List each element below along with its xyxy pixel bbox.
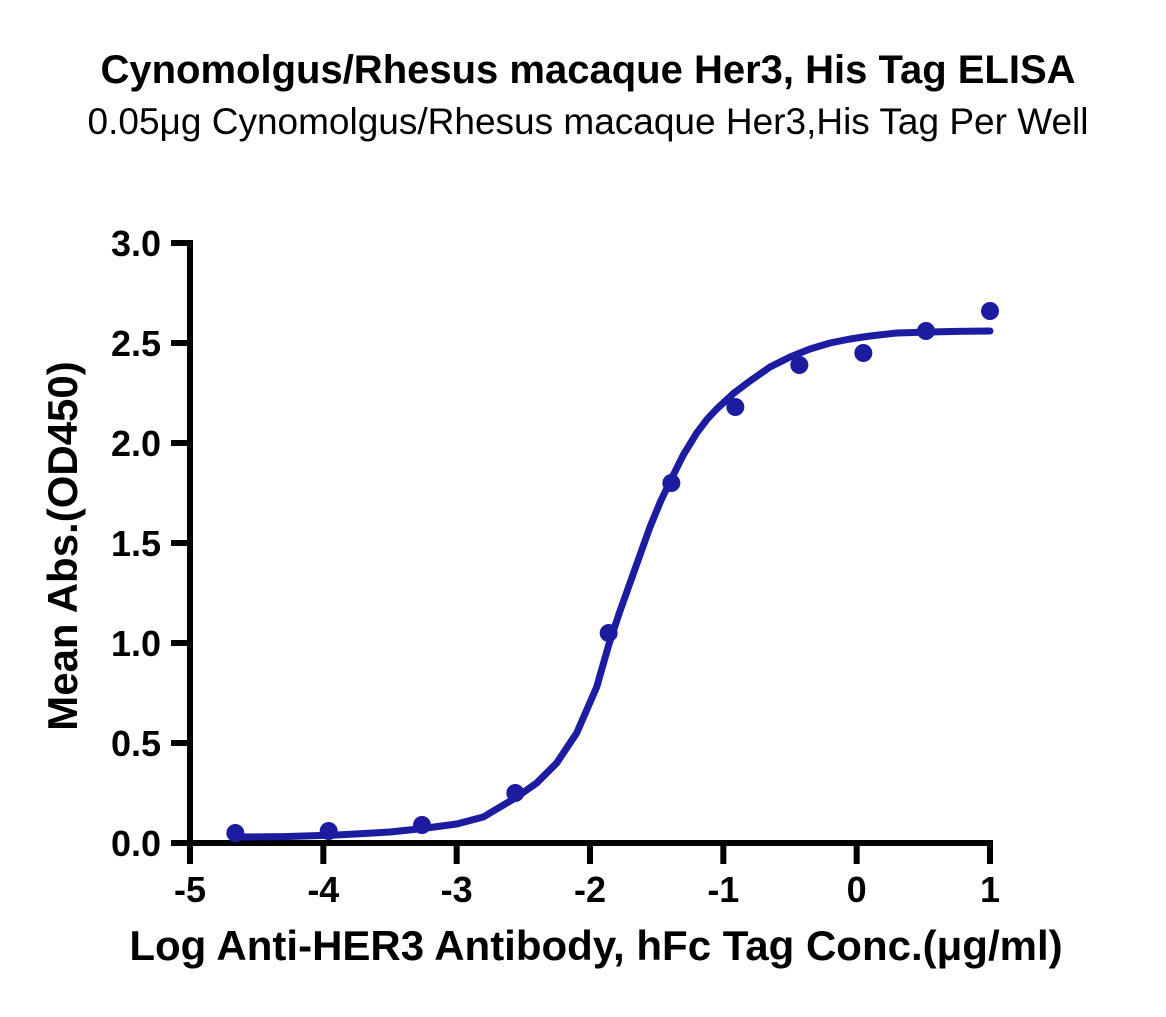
data-point [981, 302, 999, 320]
data-point [506, 784, 525, 802]
data-point [319, 822, 338, 840]
y-axis-tick-label: 3.0 [111, 223, 161, 264]
data-point [413, 816, 431, 834]
x-axis-tick-label: -1 [707, 869, 739, 910]
chart-title: Cynomolgus/Rhesus macaque Her3, His Tag … [100, 48, 1076, 92]
x-axis-tick-label: -4 [307, 869, 339, 910]
x-axis-tick-label: -2 [574, 869, 606, 910]
x-axis-tick-label: 1 [980, 869, 1000, 910]
x-axis-title: Log Anti-HER3 Antibody, hFc Tag Conc.(μg… [129, 922, 1063, 969]
data-point [726, 398, 745, 416]
data-point [662, 474, 681, 492]
data-point [790, 356, 809, 374]
y-axis-tick-label: 1.0 [111, 623, 161, 664]
x-axis-tick-label: -3 [441, 869, 473, 910]
chart-subtitle: 0.05μg Cynomolgus/Rhesus macaque Her3,Hi… [87, 101, 1089, 142]
y-axis-tick-label: 0.0 [111, 823, 161, 864]
data-point [599, 624, 618, 642]
data-point [854, 344, 873, 362]
fit-curve [231, 327, 994, 841]
x-axis-tick-label: 0 [847, 869, 867, 910]
y-axis-tick-label: 2.0 [111, 423, 161, 464]
y-axis-tick-label: 0.5 [111, 723, 161, 764]
data-point [917, 322, 935, 340]
y-axis-tick-label: 1.5 [111, 523, 161, 564]
data-point [226, 824, 245, 842]
y-axis-tick-label: 2.5 [111, 323, 161, 364]
x-axis-tick-label: -5 [174, 869, 206, 910]
